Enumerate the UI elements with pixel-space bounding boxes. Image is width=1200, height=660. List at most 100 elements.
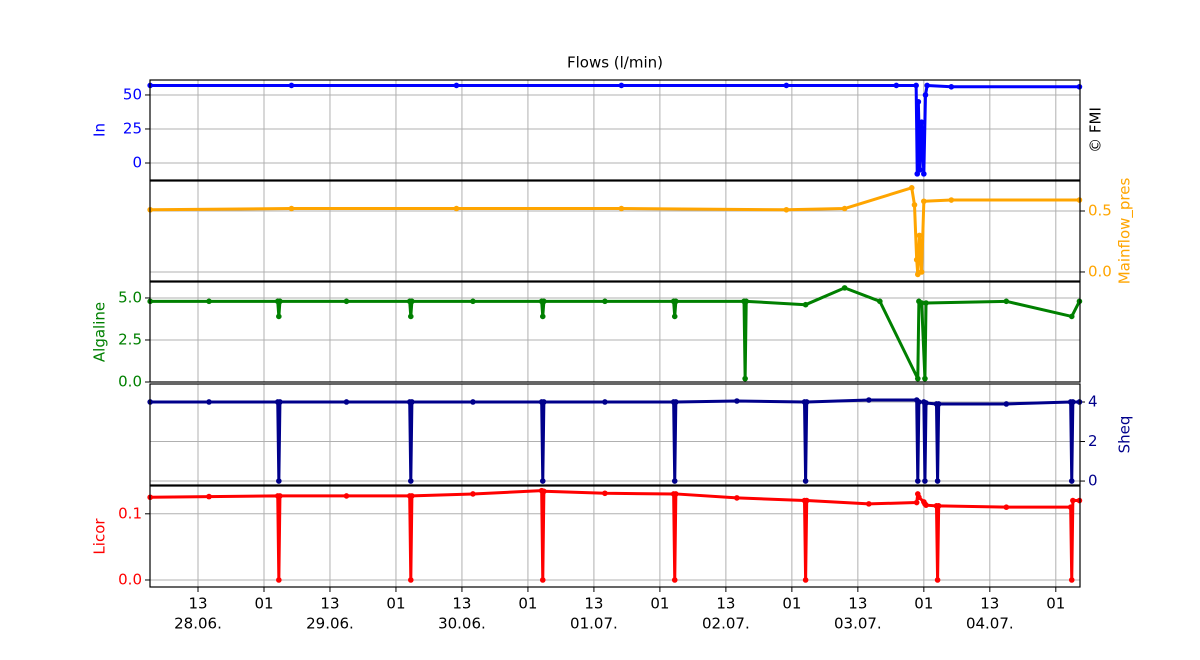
data-point bbox=[206, 399, 212, 405]
data-point bbox=[913, 256, 920, 263]
x-tick-label: 01 bbox=[650, 595, 669, 613]
y-tick-label: 2 bbox=[1088, 432, 1098, 450]
data-point bbox=[343, 298, 350, 305]
data-point bbox=[541, 399, 547, 405]
data-point bbox=[206, 493, 212, 500]
data-point bbox=[602, 490, 608, 497]
data-point bbox=[935, 401, 942, 407]
data-point bbox=[277, 493, 283, 499]
panel-frame bbox=[149, 281, 1081, 383]
data-point bbox=[206, 298, 212, 305]
x-date-label: 29.06. bbox=[306, 615, 354, 633]
x-tick-label: 13 bbox=[188, 595, 207, 613]
x-date-label: 04.07. bbox=[966, 615, 1014, 633]
data-point bbox=[734, 398, 740, 404]
data-point bbox=[914, 478, 921, 484]
data-point bbox=[618, 205, 625, 212]
x-date-label: 02.07. bbox=[702, 615, 750, 633]
data-point bbox=[921, 171, 927, 177]
data-point bbox=[922, 92, 929, 98]
data-point bbox=[841, 285, 848, 291]
data-point bbox=[539, 313, 546, 320]
data-point bbox=[541, 298, 547, 305]
data-point bbox=[948, 197, 955, 203]
y-tick-label: 0 bbox=[1088, 472, 1098, 490]
panel-frame bbox=[149, 180, 1081, 282]
data-point bbox=[915, 98, 922, 105]
y-axis-label: Licor bbox=[91, 518, 109, 555]
x-date-label: 03.07. bbox=[834, 615, 882, 633]
data-point bbox=[453, 205, 460, 212]
x-tick-label: 13 bbox=[320, 595, 339, 613]
copyright: © FMI bbox=[1087, 107, 1105, 153]
data-point bbox=[866, 501, 872, 507]
data-point bbox=[1003, 298, 1010, 305]
data-point bbox=[409, 298, 415, 305]
x-date-label: 28.06. bbox=[174, 615, 222, 633]
data-point bbox=[934, 478, 941, 484]
data-point bbox=[671, 577, 678, 583]
data-point bbox=[783, 82, 790, 89]
data-point bbox=[1068, 478, 1075, 484]
data-point bbox=[877, 298, 883, 305]
y-axis-label: Sheq bbox=[1116, 416, 1134, 454]
x-tick-label: 01 bbox=[914, 595, 933, 613]
data-point bbox=[276, 478, 282, 484]
data-point bbox=[802, 577, 809, 583]
data-point bbox=[1068, 313, 1075, 320]
y-tick-label: 25 bbox=[123, 119, 142, 137]
data-line bbox=[150, 489, 1080, 582]
data-point bbox=[918, 119, 925, 125]
x-tick-label: 01 bbox=[518, 595, 537, 613]
data-point bbox=[948, 84, 955, 90]
y-tick-label: 0 bbox=[132, 153, 142, 171]
y-tick-label: 0.0 bbox=[118, 570, 142, 588]
data-point bbox=[539, 478, 546, 484]
y-tick-label: 0.0 bbox=[1088, 262, 1112, 280]
data-point bbox=[1067, 504, 1074, 510]
data-point bbox=[288, 82, 295, 89]
data-point bbox=[276, 577, 282, 583]
chart-title: Flows (l/min) bbox=[567, 54, 663, 72]
data-point bbox=[1003, 401, 1010, 407]
x-tick-label: 13 bbox=[716, 595, 735, 613]
data-point bbox=[913, 82, 919, 89]
x-date-label: 30.06. bbox=[438, 615, 486, 633]
data-point bbox=[742, 375, 748, 382]
y-axis-label: Mainflow_pres bbox=[1116, 178, 1135, 285]
data-point bbox=[409, 493, 415, 499]
y-tick-label: 5.0 bbox=[118, 288, 142, 306]
data-point bbox=[1070, 399, 1076, 405]
data-point bbox=[1003, 504, 1010, 510]
x-tick-label: 13 bbox=[848, 595, 867, 613]
data-point bbox=[908, 185, 915, 191]
x-tick-label: 13 bbox=[584, 595, 603, 613]
data-point bbox=[916, 232, 923, 239]
y-tick-label: 2.5 bbox=[118, 330, 142, 348]
data-point bbox=[923, 502, 929, 508]
y-axis-label: In bbox=[91, 123, 109, 137]
data-point bbox=[408, 478, 414, 484]
data-point bbox=[618, 82, 625, 89]
data-point bbox=[916, 494, 922, 501]
data-point bbox=[470, 298, 476, 305]
data-point bbox=[288, 205, 295, 212]
x-tick-label: 01 bbox=[1046, 595, 1065, 613]
x-tick-label: 01 bbox=[254, 595, 273, 613]
data-line bbox=[150, 83, 1080, 176]
x-tick-label: 01 bbox=[386, 595, 405, 613]
data-point bbox=[671, 313, 678, 320]
data-point bbox=[911, 202, 918, 208]
data-point bbox=[470, 399, 476, 405]
data-point bbox=[673, 399, 679, 405]
data-point bbox=[916, 399, 922, 405]
data-point bbox=[408, 313, 414, 320]
data-point bbox=[602, 298, 608, 305]
x-tick-label: 13 bbox=[452, 595, 471, 613]
data-point bbox=[866, 397, 872, 403]
data-point bbox=[277, 399, 283, 405]
data-point bbox=[602, 399, 608, 405]
data-point bbox=[453, 82, 460, 89]
data-point bbox=[408, 577, 414, 583]
